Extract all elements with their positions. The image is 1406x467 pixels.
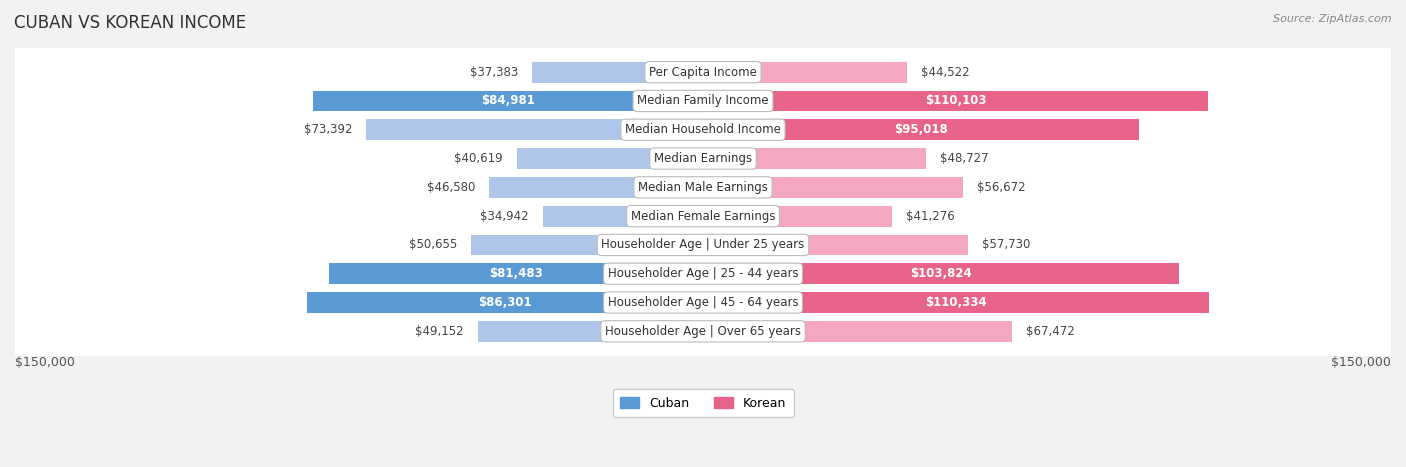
Text: $56,672: $56,672	[977, 181, 1025, 194]
Text: $81,483: $81,483	[489, 267, 543, 280]
Bar	[478, 321, 703, 342]
Text: $150,000: $150,000	[15, 356, 75, 369]
Text: $103,824: $103,824	[910, 267, 972, 280]
Text: $95,018: $95,018	[894, 123, 948, 136]
Text: Householder Age | 45 - 64 years: Householder Age | 45 - 64 years	[607, 296, 799, 309]
Bar	[329, 263, 703, 284]
Text: $44,522: $44,522	[921, 66, 970, 78]
Text: Median Family Income: Median Family Income	[637, 94, 769, 107]
Text: $86,301: $86,301	[478, 296, 531, 309]
Bar	[703, 62, 907, 83]
Text: $40,619: $40,619	[454, 152, 503, 165]
Text: Source: ZipAtlas.com: Source: ZipAtlas.com	[1274, 14, 1392, 24]
Text: Householder Age | Under 25 years: Householder Age | Under 25 years	[602, 239, 804, 251]
Bar	[489, 177, 703, 198]
Text: Median Household Income: Median Household Income	[626, 123, 780, 136]
Bar	[516, 148, 703, 169]
Text: $57,730: $57,730	[981, 239, 1031, 251]
Text: Median Male Earnings: Median Male Earnings	[638, 181, 768, 194]
Text: $37,383: $37,383	[470, 66, 517, 78]
Bar	[703, 120, 1139, 140]
Bar	[703, 177, 963, 198]
Text: Median Female Earnings: Median Female Earnings	[631, 210, 775, 223]
Text: Per Capita Income: Per Capita Income	[650, 66, 756, 78]
Bar	[703, 321, 1012, 342]
Text: $49,152: $49,152	[415, 325, 464, 338]
Text: $34,942: $34,942	[481, 210, 529, 223]
Bar	[703, 91, 1208, 111]
Legend: Cuban, Korean: Cuban, Korean	[613, 389, 793, 417]
Bar	[314, 91, 703, 111]
Text: $110,103: $110,103	[925, 94, 986, 107]
Text: $73,392: $73,392	[304, 123, 353, 136]
Text: $110,334: $110,334	[925, 296, 987, 309]
Text: Householder Age | Over 65 years: Householder Age | Over 65 years	[605, 325, 801, 338]
Bar	[703, 292, 1209, 313]
Bar	[703, 206, 893, 226]
Text: $67,472: $67,472	[1026, 325, 1076, 338]
Bar	[531, 62, 703, 83]
Text: $150,000: $150,000	[1331, 356, 1391, 369]
Text: Householder Age | 25 - 44 years: Householder Age | 25 - 44 years	[607, 267, 799, 280]
Bar	[543, 206, 703, 226]
Bar	[307, 292, 703, 313]
Bar	[367, 120, 703, 140]
Text: $46,580: $46,580	[427, 181, 475, 194]
Bar	[471, 234, 703, 255]
Text: Median Earnings: Median Earnings	[654, 152, 752, 165]
Text: $50,655: $50,655	[409, 239, 457, 251]
Text: $48,727: $48,727	[941, 152, 988, 165]
Bar	[703, 263, 1180, 284]
Bar	[703, 234, 967, 255]
Bar	[703, 148, 927, 169]
Text: $84,981: $84,981	[481, 94, 536, 107]
Text: CUBAN VS KOREAN INCOME: CUBAN VS KOREAN INCOME	[14, 14, 246, 32]
Text: $41,276: $41,276	[905, 210, 955, 223]
